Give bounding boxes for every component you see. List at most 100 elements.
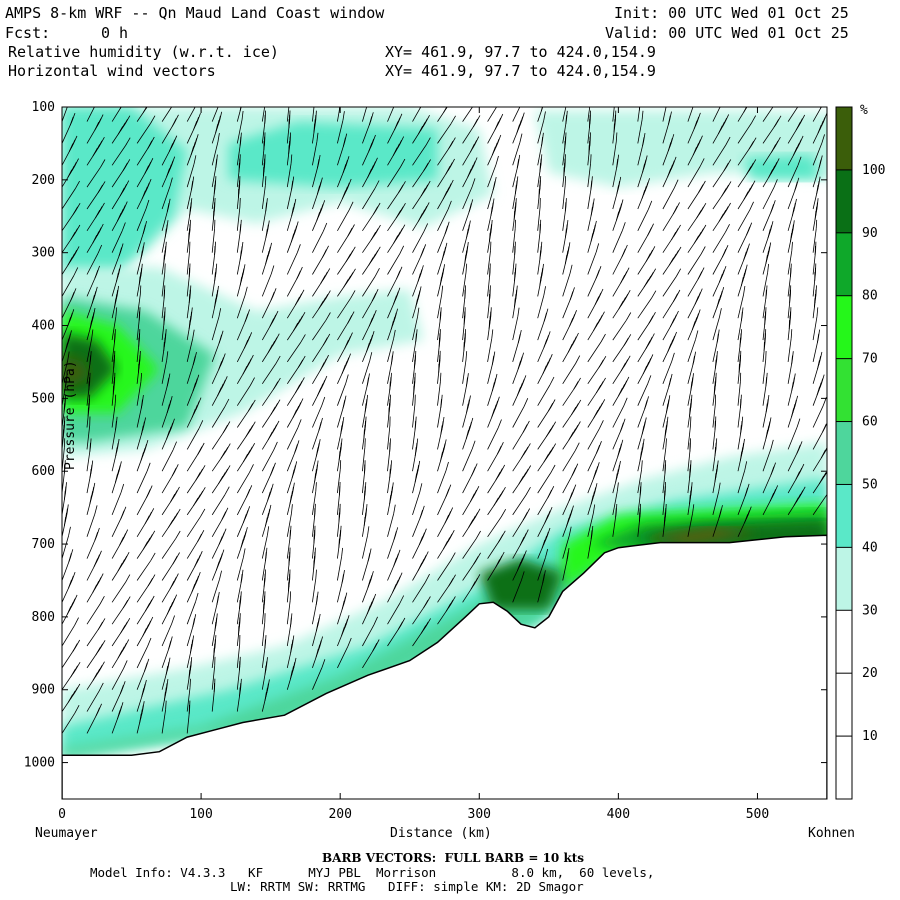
wind-barb bbox=[86, 550, 102, 581]
wind-barb bbox=[412, 202, 430, 232]
wind-barb bbox=[286, 289, 305, 319]
wind-barb bbox=[86, 114, 104, 144]
wind-barb bbox=[412, 483, 423, 516]
wind-barb bbox=[687, 330, 699, 363]
wind-barb bbox=[662, 395, 671, 428]
wind-barb bbox=[186, 107, 196, 122]
wind-barb bbox=[236, 527, 248, 559]
wind-barb bbox=[111, 329, 116, 362]
wind-barb bbox=[812, 198, 819, 231]
colorbar-tick-label: 80 bbox=[862, 289, 878, 304]
wind-barb bbox=[312, 132, 319, 166]
wind-barb bbox=[211, 241, 216, 275]
wind-barb bbox=[236, 286, 248, 319]
wind-barb bbox=[662, 156, 677, 188]
wind-barb bbox=[437, 158, 455, 188]
wind-barb bbox=[62, 594, 78, 625]
wind-barb bbox=[487, 285, 491, 319]
wind-barb bbox=[787, 351, 794, 384]
wind-barb bbox=[312, 569, 317, 603]
wind-barb bbox=[537, 376, 555, 406]
colorbar-segment bbox=[836, 107, 852, 170]
wind-barb bbox=[787, 114, 806, 144]
wind-barb bbox=[362, 289, 379, 319]
wind-barb bbox=[462, 136, 480, 166]
wind-barb bbox=[612, 110, 617, 144]
wind-barb bbox=[161, 177, 173, 210]
wind-barb bbox=[487, 219, 493, 253]
wind-barb bbox=[787, 107, 799, 122]
wind-barb bbox=[236, 421, 256, 450]
wind-barb bbox=[787, 463, 805, 494]
wind-barb bbox=[687, 482, 693, 515]
wind-barb bbox=[211, 613, 218, 647]
wind-barb bbox=[637, 133, 646, 166]
wind-barb bbox=[687, 288, 703, 319]
wind-barb bbox=[86, 703, 102, 734]
wind-barb bbox=[612, 222, 626, 253]
wind-barb bbox=[787, 395, 798, 428]
wind-barb bbox=[637, 223, 654, 253]
wind-barb bbox=[512, 375, 527, 406]
wind-barb bbox=[762, 200, 776, 231]
wind-barb bbox=[712, 416, 717, 450]
wind-barb bbox=[337, 460, 342, 494]
wind-barb bbox=[261, 591, 266, 625]
terrain bbox=[62, 534, 827, 799]
wind-barb bbox=[337, 111, 345, 144]
wind-barb bbox=[136, 372, 142, 406]
wind-barb bbox=[362, 268, 380, 297]
wind-barb bbox=[186, 508, 206, 538]
wind-barb bbox=[387, 107, 395, 122]
wind-barb bbox=[512, 465, 532, 494]
wind-barb bbox=[261, 504, 272, 537]
wind-barb bbox=[186, 198, 193, 231]
wind-barb bbox=[387, 136, 405, 166]
wind-barb bbox=[762, 115, 782, 144]
wind-barb bbox=[211, 549, 225, 581]
wind-barb bbox=[587, 355, 607, 385]
colorbar-tick-label: 50 bbox=[862, 477, 878, 492]
wind-barb bbox=[136, 350, 141, 384]
y-tick-label: 300 bbox=[32, 246, 55, 261]
wind-barb bbox=[662, 202, 680, 232]
wind-barb bbox=[812, 263, 817, 297]
colorbar-segment bbox=[836, 547, 852, 611]
wind-barb bbox=[161, 573, 179, 603]
wind-barb bbox=[637, 246, 656, 275]
wind-barb bbox=[562, 132, 567, 166]
wind-barb bbox=[111, 372, 116, 406]
wind-barb bbox=[261, 613, 266, 647]
wind-barb bbox=[111, 596, 131, 625]
wind-barb bbox=[562, 154, 566, 188]
wind-barb bbox=[62, 107, 68, 122]
wind-barb bbox=[86, 482, 96, 516]
wind-barb bbox=[762, 107, 774, 122]
forecast-value: 0 h bbox=[101, 24, 129, 42]
wind-barb bbox=[537, 308, 549, 341]
wind-barb bbox=[437, 350, 441, 384]
wind-barb bbox=[261, 635, 267, 668]
wind-barb bbox=[211, 486, 230, 516]
wind-barb bbox=[812, 219, 818, 253]
wind-barb bbox=[587, 176, 593, 210]
wind-barb bbox=[612, 199, 624, 231]
wind-barb bbox=[662, 111, 672, 144]
wind-barb bbox=[737, 438, 745, 472]
wind-barb bbox=[362, 246, 381, 275]
wind-barb bbox=[787, 198, 797, 231]
wind-barb bbox=[62, 112, 76, 144]
wind-barb bbox=[662, 503, 667, 537]
wind-barb bbox=[136, 485, 153, 516]
wind-barb bbox=[261, 441, 278, 472]
wind-barb bbox=[236, 634, 241, 668]
wind-barb bbox=[86, 460, 94, 494]
wind-barb bbox=[737, 372, 742, 406]
wind-barb bbox=[762, 439, 774, 472]
rh-low-band-100 bbox=[646, 528, 758, 545]
wind-barb bbox=[337, 570, 345, 603]
wind-barb bbox=[662, 224, 681, 253]
wind-barb bbox=[612, 503, 618, 537]
wind-barb bbox=[737, 115, 757, 144]
wind-barb bbox=[387, 482, 394, 515]
